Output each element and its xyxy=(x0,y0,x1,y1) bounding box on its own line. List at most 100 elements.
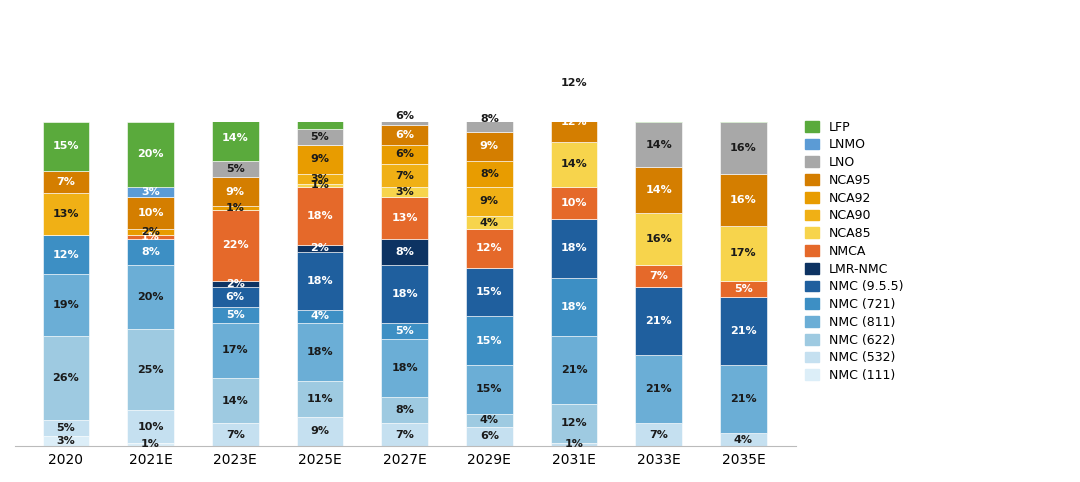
Text: 9%: 9% xyxy=(480,141,499,151)
Bar xyxy=(551,187,597,219)
Text: 7%: 7% xyxy=(649,271,669,281)
Text: 11%: 11% xyxy=(307,394,334,404)
Text: 17%: 17% xyxy=(221,346,248,356)
Text: 9%: 9% xyxy=(480,197,499,206)
Text: 20%: 20% xyxy=(137,292,164,302)
Text: 18%: 18% xyxy=(391,289,418,299)
Bar xyxy=(42,236,90,274)
Bar xyxy=(297,174,343,184)
Bar xyxy=(635,265,683,287)
Text: 9%: 9% xyxy=(226,187,245,197)
Bar xyxy=(127,229,174,236)
Text: 1%: 1% xyxy=(310,180,329,190)
Bar xyxy=(467,187,513,216)
Bar xyxy=(467,106,513,132)
Bar xyxy=(381,265,428,323)
Text: 18%: 18% xyxy=(391,363,418,373)
Text: 3%: 3% xyxy=(141,187,160,197)
Bar xyxy=(212,210,258,281)
Text: 10%: 10% xyxy=(561,198,588,208)
Bar xyxy=(212,116,258,161)
Bar xyxy=(551,336,597,404)
Text: 9%: 9% xyxy=(310,154,329,164)
Bar xyxy=(127,239,174,265)
Bar xyxy=(127,443,174,446)
Bar xyxy=(720,433,767,446)
Text: 8%: 8% xyxy=(480,114,499,124)
Text: 4%: 4% xyxy=(480,415,499,425)
Text: 3%: 3% xyxy=(395,187,414,197)
Text: 18%: 18% xyxy=(561,302,588,312)
Text: 22%: 22% xyxy=(221,240,248,250)
Bar xyxy=(297,417,343,446)
Text: 4%: 4% xyxy=(310,311,329,321)
Bar xyxy=(381,187,428,197)
Text: 19%: 19% xyxy=(391,70,418,80)
Text: 15%: 15% xyxy=(476,336,502,346)
Text: 21%: 21% xyxy=(646,384,672,394)
Bar xyxy=(42,171,90,193)
Bar xyxy=(467,132,513,161)
Bar xyxy=(467,229,513,268)
Text: 14%: 14% xyxy=(561,159,588,169)
Bar xyxy=(212,287,258,307)
Text: 26%: 26% xyxy=(53,373,79,383)
Text: 5%: 5% xyxy=(226,164,244,174)
Bar xyxy=(127,236,174,239)
Bar xyxy=(467,427,513,446)
Bar xyxy=(551,219,597,278)
Text: 21%: 21% xyxy=(730,326,757,336)
Bar xyxy=(467,48,513,106)
Text: 12%: 12% xyxy=(561,418,588,428)
Text: 15%: 15% xyxy=(476,287,502,297)
Text: 1%: 1% xyxy=(565,440,583,449)
Bar xyxy=(297,70,343,129)
Text: 12%: 12% xyxy=(561,78,588,88)
Bar xyxy=(467,161,513,187)
Bar xyxy=(297,187,343,245)
Bar xyxy=(381,145,428,164)
Text: 6%: 6% xyxy=(395,130,414,140)
Bar xyxy=(551,404,597,443)
Bar xyxy=(720,365,767,433)
Bar xyxy=(42,274,90,336)
Text: 3%: 3% xyxy=(311,174,329,184)
Text: 16%: 16% xyxy=(730,195,757,205)
Bar xyxy=(551,278,597,336)
Text: 14%: 14% xyxy=(646,185,672,195)
Bar xyxy=(381,125,428,145)
Legend: LFP, LNMO, LNO, NCA95, NCA92, NCA90, NCA85, NMCA, LMR-NMC, NMC (9.5.5), NMC (721: LFP, LNMO, LNO, NCA95, NCA92, NCA90, NCA… xyxy=(800,116,908,387)
Text: 3%: 3% xyxy=(56,436,76,446)
Text: 18%: 18% xyxy=(307,211,334,221)
Text: 9%: 9% xyxy=(310,427,329,437)
Text: 8%: 8% xyxy=(141,247,160,256)
Bar xyxy=(381,106,428,125)
Bar xyxy=(635,355,683,423)
Text: 8%: 8% xyxy=(395,247,414,256)
Text: 16%: 16% xyxy=(730,143,757,153)
Bar xyxy=(720,297,767,365)
Text: 8%: 8% xyxy=(395,405,414,415)
Text: 10%: 10% xyxy=(137,208,164,218)
Bar xyxy=(297,245,343,252)
Text: 20%: 20% xyxy=(137,149,164,160)
Text: 16%: 16% xyxy=(646,234,672,244)
Text: 1%: 1% xyxy=(141,440,160,449)
Bar xyxy=(467,216,513,229)
Bar xyxy=(720,57,767,122)
Text: 1%: 1% xyxy=(141,232,160,242)
Text: 21%: 21% xyxy=(646,316,672,326)
Bar xyxy=(127,329,174,410)
Bar xyxy=(297,381,343,417)
Bar xyxy=(212,161,258,177)
Text: 18%: 18% xyxy=(307,347,334,357)
Bar xyxy=(381,423,428,446)
Text: 21%: 21% xyxy=(730,394,757,404)
Bar xyxy=(635,57,683,122)
Text: 5%: 5% xyxy=(395,326,414,336)
Bar xyxy=(467,268,513,317)
Text: 20%: 20% xyxy=(730,85,757,94)
Bar xyxy=(720,122,767,174)
Text: 19%: 19% xyxy=(561,28,588,38)
Text: 13%: 13% xyxy=(391,213,418,223)
